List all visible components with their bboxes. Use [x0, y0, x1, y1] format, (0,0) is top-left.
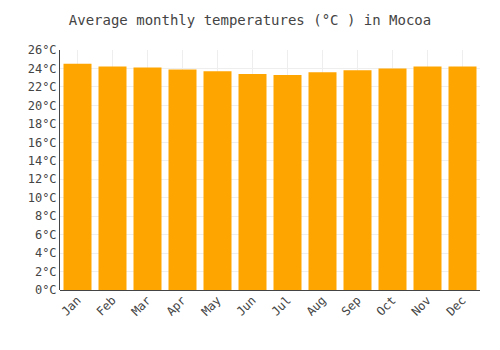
svg-text:4°C: 4°C	[35, 246, 57, 260]
svg-text:10°C: 10°C	[28, 191, 57, 205]
svg-text:2°C: 2°C	[35, 265, 57, 279]
svg-text:Jan: Jan	[59, 293, 84, 318]
svg-text:Apr: Apr	[164, 293, 189, 318]
svg-text:Sep: Sep	[339, 293, 364, 318]
svg-text:20°C: 20°C	[28, 99, 57, 113]
svg-text:Aug: Aug	[304, 293, 329, 318]
svg-text:22°C: 22°C	[28, 80, 57, 94]
svg-text:Average monthly temperatures (: Average monthly temperatures (°C ) in Mo…	[69, 12, 431, 28]
svg-text:0°C: 0°C	[35, 283, 57, 297]
svg-text:6°C: 6°C	[35, 228, 57, 242]
svg-text:Feb: Feb	[94, 293, 119, 318]
svg-text:8°C: 8°C	[35, 209, 57, 223]
svg-text:Oct: Oct	[374, 293, 399, 318]
svg-text:May: May	[199, 293, 224, 318]
svg-text:12°C: 12°C	[28, 172, 57, 186]
svg-text:Dec: Dec	[444, 293, 469, 318]
svg-text:Mar: Mar	[129, 293, 154, 318]
svg-text:18°C: 18°C	[28, 117, 57, 131]
svg-text:Nov: Nov	[409, 293, 434, 318]
svg-text:Jun: Jun	[234, 293, 259, 318]
svg-text:26°C: 26°C	[28, 43, 57, 57]
svg-text:Jul: Jul	[269, 293, 294, 318]
svg-text:16°C: 16°C	[28, 136, 57, 150]
svg-text:24°C: 24°C	[28, 62, 57, 76]
svg-text:14°C: 14°C	[28, 154, 57, 168]
